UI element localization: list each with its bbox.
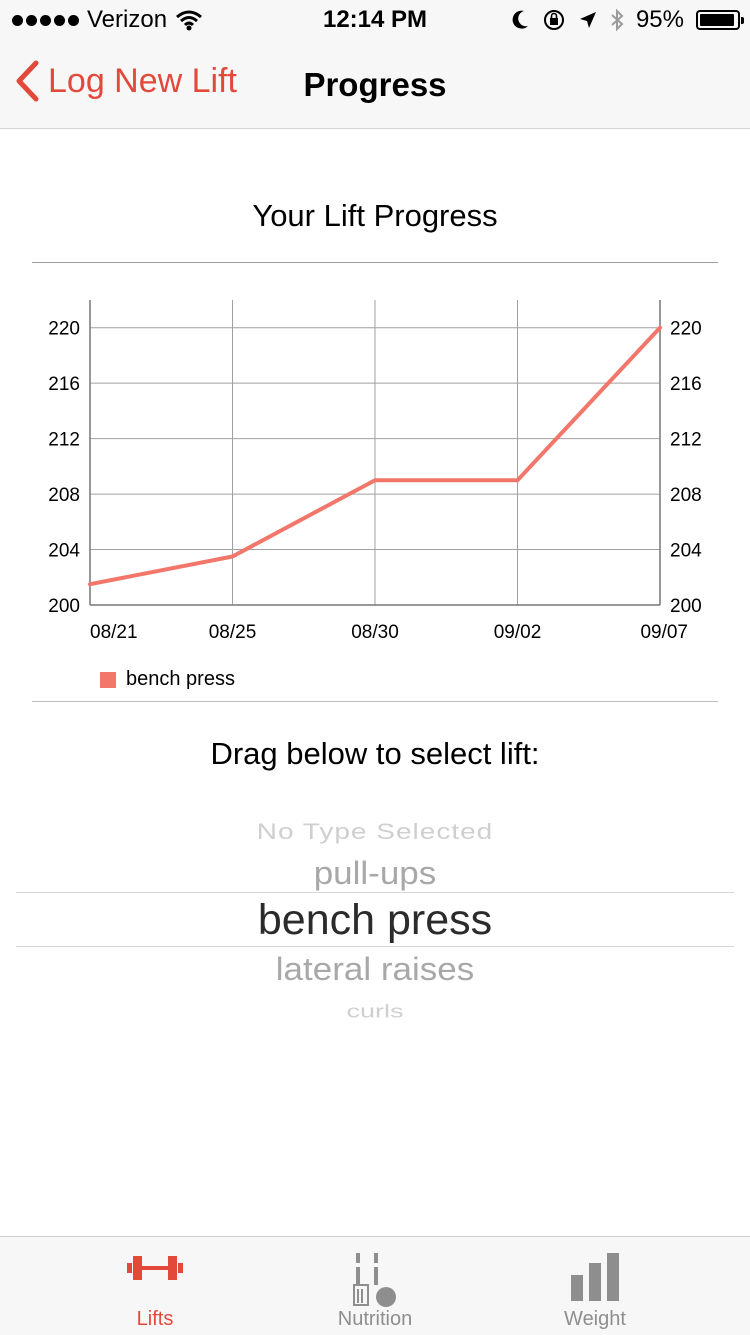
divider	[32, 701, 718, 702]
battery-icon	[696, 10, 740, 30]
tab-label: Weight	[485, 1308, 705, 1331]
legend-label: bench press	[126, 668, 235, 691]
y-tick-label-left: 216	[48, 374, 80, 395]
chart-title: Your Lift Progress	[0, 198, 750, 234]
bluetooth-icon	[610, 8, 624, 32]
tab-label: Nutrition	[265, 1308, 485, 1331]
y-tick-label-right: 204	[670, 541, 702, 562]
y-tick-label-right: 212	[670, 430, 702, 451]
y-tick-label-left: 204	[48, 541, 80, 562]
picker-label: Drag below to select lift:	[0, 736, 750, 772]
legend-swatch	[100, 672, 116, 688]
picker-option-selected[interactable]: bench press	[16, 896, 734, 945]
location-icon	[578, 10, 598, 30]
dumbbell-icon	[125, 1251, 185, 1285]
status-icons: 95%	[510, 6, 740, 34]
tab-bar: Lifts Nutrition Weight	[0, 1236, 750, 1335]
y-tick-label-right: 200	[670, 596, 702, 617]
orientation-lock-icon	[542, 8, 566, 32]
x-tick-label: 08/30	[351, 622, 399, 643]
picker-option[interactable]: No Type Selected	[16, 819, 734, 845]
bar-chart-icon	[569, 1251, 621, 1303]
page-title: Progress	[0, 66, 750, 104]
x-tick-label: 09/07	[640, 622, 688, 643]
y-tick-label-left: 212	[48, 430, 80, 451]
lift-picker[interactable]: No Type Selected pull-ups bench press la…	[16, 800, 734, 1030]
y-tick-label-left: 220	[48, 319, 80, 340]
y-tick-label-left: 200	[48, 596, 80, 617]
tab-weight[interactable]: Weight	[485, 1237, 705, 1335]
y-tick-label-right: 220	[670, 319, 702, 340]
tab-nutrition[interactable]: Nutrition	[265, 1237, 485, 1335]
nav-bar: Log New Lift Progress	[0, 40, 750, 129]
moon-icon	[510, 9, 530, 31]
x-tick-label: 08/21	[90, 622, 138, 643]
progress-chart: 200 200 204 204 208 208 212 212 216 216 220 220 08/2…	[0, 280, 750, 650]
divider	[32, 262, 718, 263]
x-tick-label: 08/25	[209, 622, 257, 643]
picker-selection-bottom-line	[16, 946, 734, 947]
status-bar: Verizon 12:14 PM 95%	[0, 0, 750, 40]
fork-knife-icon	[353, 1251, 397, 1309]
tab-lifts[interactable]: Lifts	[45, 1237, 265, 1335]
y-tick-label-left: 208	[48, 485, 80, 506]
battery-percent: 95%	[636, 6, 684, 34]
y-tick-label-right: 216	[670, 374, 702, 395]
chart-legend: bench press	[100, 668, 235, 691]
y-tick-label-right: 208	[670, 485, 702, 506]
picker-option[interactable]: lateral raises	[16, 952, 734, 989]
picker-option[interactable]: curls	[16, 1001, 734, 1023]
picker-option[interactable]: pull-ups	[16, 856, 734, 893]
tab-label: Lifts	[45, 1308, 265, 1331]
x-tick-label: 09/02	[494, 622, 542, 643]
